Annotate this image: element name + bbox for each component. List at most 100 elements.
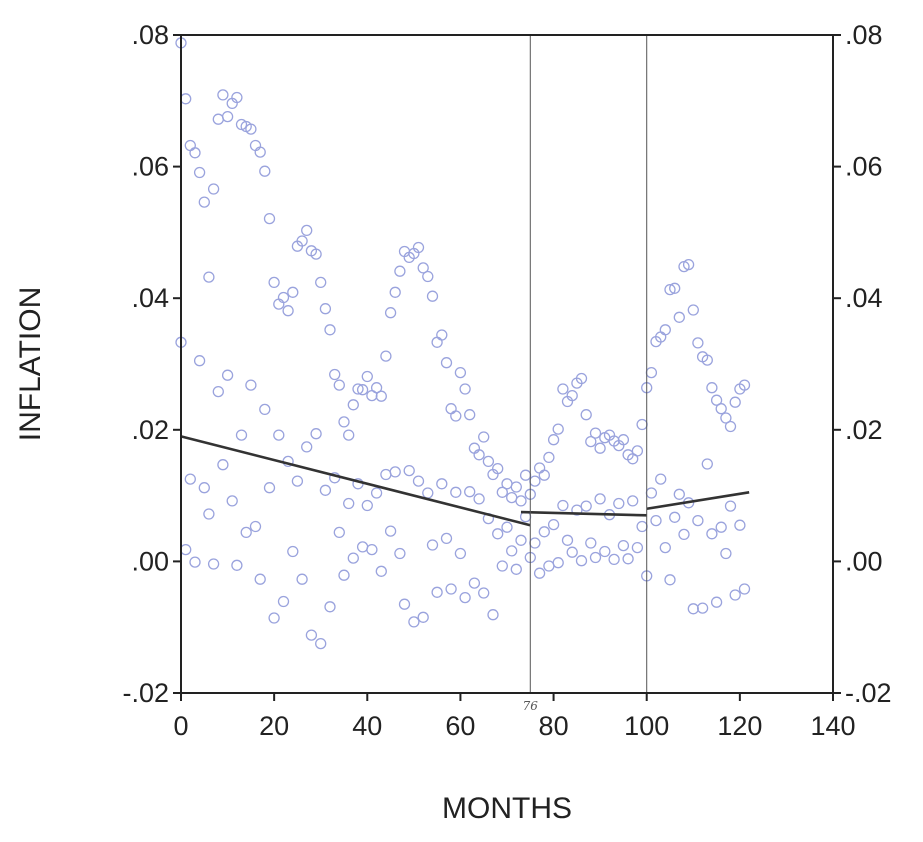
data-point [547,518,560,531]
data-point [585,537,597,549]
data-point [706,528,718,540]
y-tick-label-right: .00 [845,546,883,576]
data-point [403,464,415,477]
data-point [538,526,550,538]
data-point [310,428,322,440]
data-point [464,409,476,421]
data-point [617,434,630,446]
data-point [268,612,280,624]
data-point [627,495,639,507]
data-point [412,241,425,254]
data-point [273,429,285,441]
data-point [659,324,671,336]
data-point [468,577,481,589]
y-tick-label-left: .06 [131,152,169,182]
data-point [496,560,508,572]
data-point [394,547,406,560]
data-point [478,587,490,599]
data-point [203,508,215,520]
reference-lines [529,35,648,693]
trend-lines [180,435,750,527]
data-point [408,616,420,628]
data-point [245,379,257,391]
y-tick-label-right: .06 [845,152,883,182]
data-point [613,497,625,510]
data-point [589,427,602,439]
data-point [417,611,429,623]
y-tick-label-left: .02 [131,415,169,445]
data-point [738,583,751,595]
y-axis-left: -.02 .00 .02 .04 .06 .08 [122,20,181,708]
data-point [631,445,644,457]
data-point [184,473,196,485]
data-point [277,291,290,304]
data-point [319,303,332,315]
data-point [389,286,401,298]
data-point [398,598,411,610]
data-point [352,383,364,395]
data-point [599,545,611,558]
data-point [669,511,681,523]
data-point [296,235,308,247]
handwritten-annotation: 76 [523,699,539,713]
data-point [193,166,206,179]
y-tick-label-left: -.02 [122,678,169,708]
data-point [324,601,336,613]
x-tick-label: 100 [624,711,669,741]
data-point [436,478,448,490]
data-point [263,212,276,225]
data-point [701,458,713,470]
data-point [329,368,341,381]
x-tick-label: 60 [445,711,475,741]
data-point [687,304,699,316]
data-point [720,412,732,424]
data-point [259,403,271,416]
data-point [417,262,429,274]
data-point [715,403,727,415]
plot-frame [180,34,834,694]
data-point [650,514,662,527]
data-point [738,379,751,391]
data-point [380,350,392,362]
data-point [673,311,685,323]
data-point [263,482,276,494]
data-point [189,147,201,159]
data-point [356,384,369,396]
y-tick-label-left: .08 [131,20,169,50]
data-point [440,532,453,545]
data-point [231,559,243,571]
data-point [375,565,387,577]
data-point [608,553,620,566]
data-point [664,283,676,296]
data-point [193,355,206,367]
data-point [361,499,373,512]
data-point [538,469,550,481]
data-point [575,372,588,385]
data-point [333,526,345,539]
data-point [734,519,746,531]
data-point [343,497,355,510]
data-point [673,488,685,500]
data-point [482,455,495,468]
trend-segment-2 [520,510,647,517]
data-point [510,481,522,493]
data-point [268,276,280,289]
data-point [198,196,210,208]
data-point [431,586,443,598]
data-point [678,528,690,541]
x-tick-label: 140 [810,711,855,741]
x-axis: 0 20 40 60 80 100 120 140 [173,693,856,741]
data-point [189,556,201,568]
data-point [315,276,327,289]
y-tick-label-right: .02 [845,415,883,445]
y-axis-title: INFLATION [14,287,47,441]
data-point [291,475,304,487]
x-tick-label: 20 [259,711,289,741]
data-point [450,410,462,422]
data-point [375,390,387,402]
data-point [235,429,248,441]
x-tick-label: 80 [539,711,569,741]
data-point [492,462,504,475]
data-point [692,514,704,527]
